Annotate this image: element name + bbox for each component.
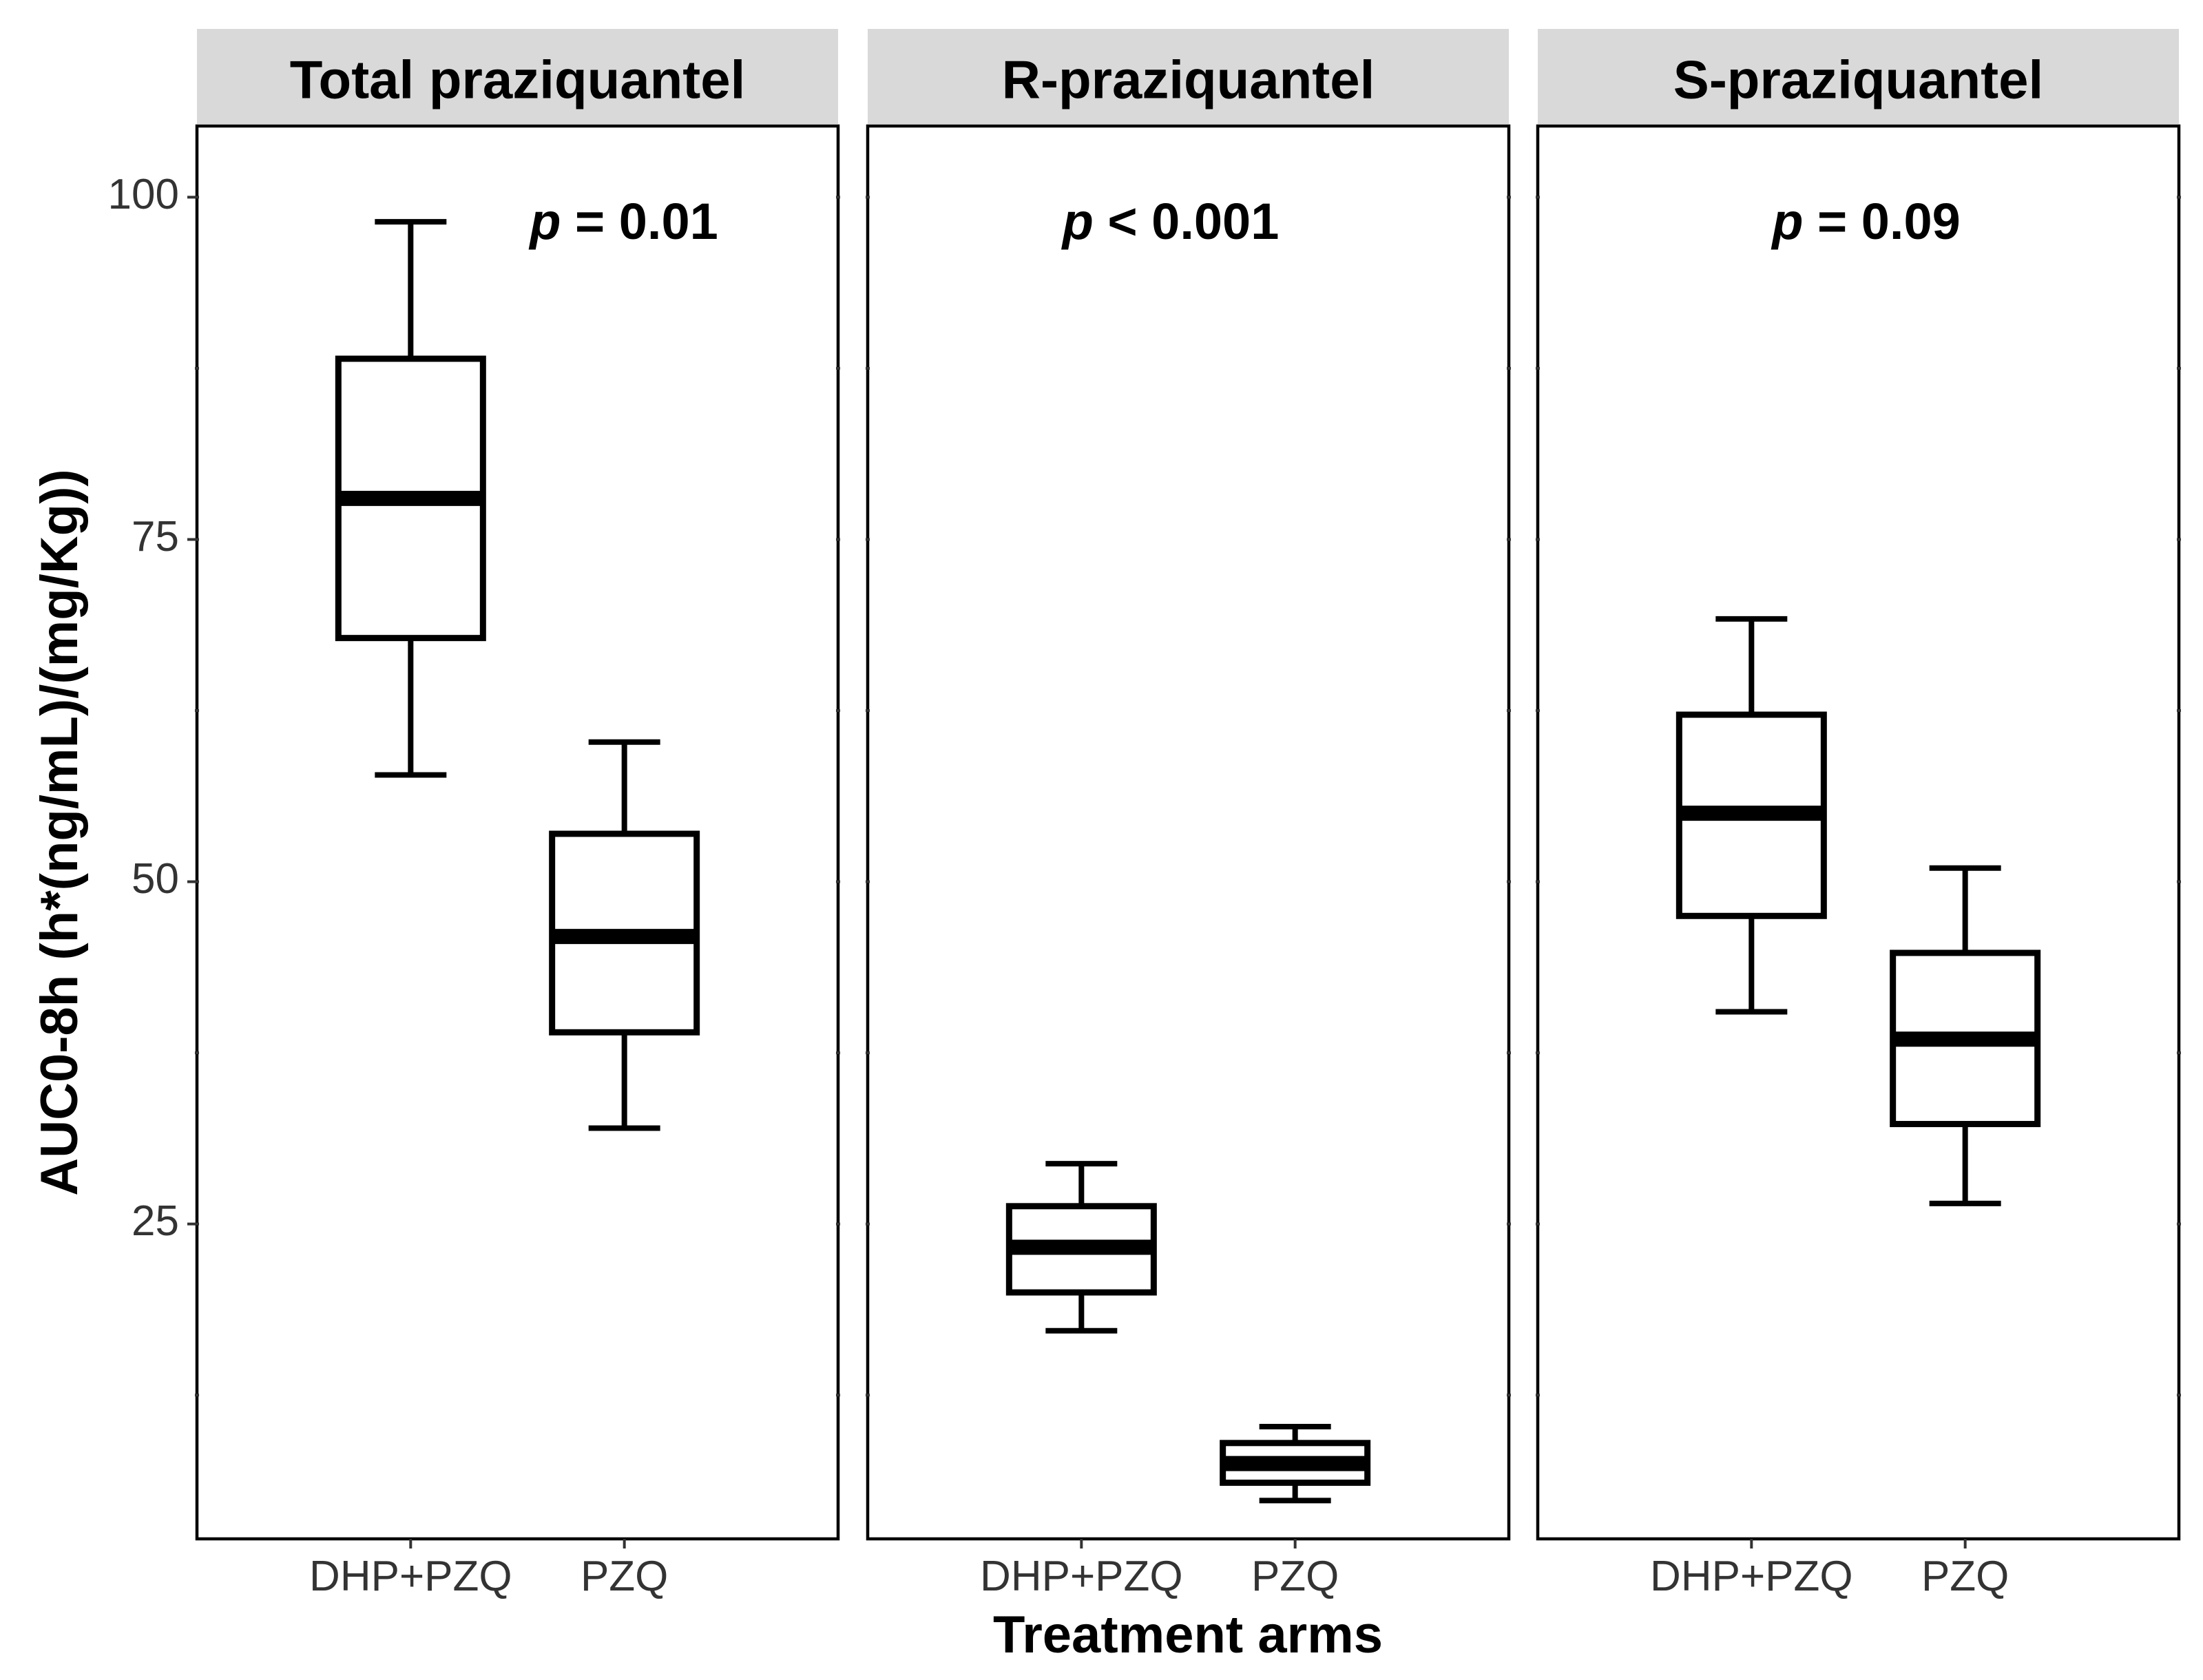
p-value-text: = 0.01 (561, 193, 718, 250)
p-value-annotation: p = 0.09 (1771, 193, 1961, 250)
x-axis: DHP+PZQ PZQ (309, 1539, 668, 1600)
facet-s-praziquantel: S-praziquantel p = 0.09 DHP+PZQ PZQ (1536, 29, 2181, 1600)
p-symbol: p (1061, 193, 1094, 250)
panel-border (195, 124, 840, 1541)
x-tick-label: PZQ (1921, 1553, 2009, 1600)
y-tick-label: 75 (132, 513, 179, 560)
box-layer (866, 196, 1511, 1504)
x-tick-label: PZQ (581, 1553, 668, 1600)
panel-border (866, 124, 1511, 1541)
facet-title: S-praziquantel (1673, 50, 2043, 110)
box-layer (195, 196, 840, 1397)
y-axis-title: AUC0-8h (h*(ng/mL)/(mg/Kg)) (30, 469, 89, 1195)
facet-strip (197, 29, 838, 124)
y-axis: 25 50 75 100 (108, 171, 197, 1245)
y-tick-label: 25 (132, 1197, 179, 1245)
facet-strip (1538, 29, 2179, 124)
p-symbol: p (528, 193, 561, 250)
facet-r-praziquantel: R-praziquantel p < 0.001 DHP+PZQ PZQ (866, 29, 1511, 1600)
x-tick-label: DHP+PZQ (309, 1553, 512, 1600)
facet-strip (868, 29, 1509, 124)
box-layer (1536, 196, 2181, 1397)
x-tick-label: DHP+PZQ (980, 1553, 1183, 1600)
p-value-text: < 0.001 (1094, 193, 1280, 250)
panel-border (1536, 124, 2181, 1541)
facet-total-praziquantel: Total praziquantel p = 0.01 DHP+PZQ PZQ (195, 29, 840, 1600)
x-axis: DHP+PZQ PZQ (980, 1539, 1339, 1600)
p-value-annotation: p = 0.01 (528, 193, 718, 250)
x-axis: DHP+PZQ PZQ (1650, 1539, 2009, 1600)
y-tick-label: 100 (108, 171, 179, 218)
x-tick-label: DHP+PZQ (1650, 1553, 1853, 1600)
p-value-annotation: p < 0.001 (1061, 193, 1280, 250)
facet-title: Total praziquantel (290, 50, 746, 110)
p-symbol: p (1771, 193, 1803, 250)
facet-title: R-praziquantel (1002, 50, 1375, 110)
p-value-text: = 0.09 (1803, 193, 1960, 250)
x-axis-title: Treatment arms (993, 1606, 1383, 1664)
y-tick-label: 50 (132, 855, 179, 903)
x-tick-label: PZQ (1251, 1553, 1339, 1600)
